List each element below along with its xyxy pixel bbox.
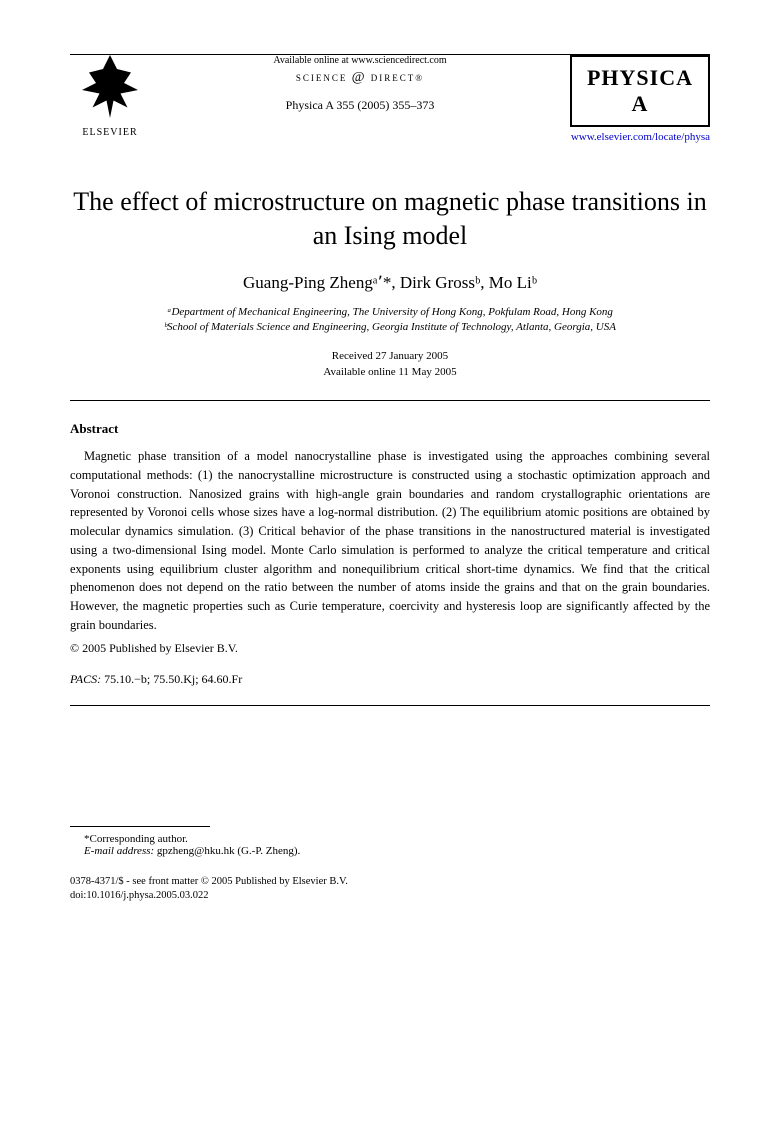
- pacs-label: PACS:: [70, 672, 101, 686]
- sd-at-icon: @: [352, 70, 367, 85]
- center-header: Available online at www.sciencedirect.co…: [150, 55, 570, 113]
- journal-url-link[interactable]: www.elsevier.com/locate/physa: [570, 131, 710, 143]
- email-line: E-mail address: gpzheng@hku.hk (G.-P. Zh…: [70, 845, 710, 857]
- abstract-copyright: © 2005 Published by Elsevier B.V.: [70, 641, 710, 656]
- elsevier-tree-icon: [75, 55, 145, 125]
- front-matter: 0378-4371/$ - see front matter © 2005 Pu…: [70, 875, 710, 890]
- abstract-bottom-rule: [70, 705, 710, 706]
- publisher-name: ELSEVIER: [82, 127, 137, 138]
- journal-title-box: PHYSICA A: [570, 55, 710, 127]
- authors-line: Guang-Ping Zhengᵃ՚*, Dirk Grossᵇ, Mo Liᵇ: [70, 273, 710, 293]
- header-row: ELSEVIER Available online at www.science…: [70, 55, 710, 145]
- footer-info: 0378-4371/$ - see front matter © 2005 Pu…: [70, 875, 710, 904]
- corresponding-author: *Corresponding author.: [70, 833, 710, 845]
- doi: doi:10.1016/j.physa.2005.03.022: [70, 889, 710, 904]
- pacs-codes: 75.10.−b; 75.50.Kj; 64.60.Fr: [104, 672, 242, 686]
- sd-text2: DIRECT®: [371, 73, 424, 83]
- article-title: The effect of microstructure on magnetic…: [70, 185, 710, 253]
- elsevier-logo: ELSEVIER: [70, 55, 150, 145]
- affiliation-a: ᵃDepartment of Mechanical Engineering, T…: [70, 305, 710, 320]
- available-online-text: Available online at www.sciencedirect.co…: [170, 55, 550, 66]
- pacs-line: PACS: 75.10.−b; 75.50.Kj; 64.60.Fr: [70, 672, 710, 687]
- footnote-rule: [70, 826, 210, 827]
- email-address: gpzheng@hku.hk (G.-P. Zheng).: [157, 845, 300, 857]
- received-date: Received 27 January 2005: [70, 349, 710, 364]
- affiliations: ᵃDepartment of Mechanical Engineering, T…: [70, 305, 710, 336]
- affiliation-b: ᵇSchool of Materials Science and Enginee…: [70, 320, 710, 335]
- journal-title: PHYSICA A: [584, 65, 696, 117]
- journal-citation: Physica A 355 (2005) 355–373: [170, 98, 550, 113]
- abstract-top-rule: [70, 400, 710, 401]
- article-dates: Received 27 January 2005 Available onlin…: [70, 349, 710, 380]
- email-label: E-mail address:: [84, 845, 154, 857]
- online-date: Available online 11 May 2005: [70, 365, 710, 380]
- right-header: PHYSICA A www.elsevier.com/locate/physa: [570, 55, 710, 143]
- sd-text1: SCIENCE: [296, 73, 348, 83]
- abstract-body: Magnetic phase transition of a model nan…: [70, 447, 710, 635]
- abstract-heading: Abstract: [70, 421, 710, 437]
- science-direct-logo: SCIENCE @ DIRECT®: [170, 70, 550, 86]
